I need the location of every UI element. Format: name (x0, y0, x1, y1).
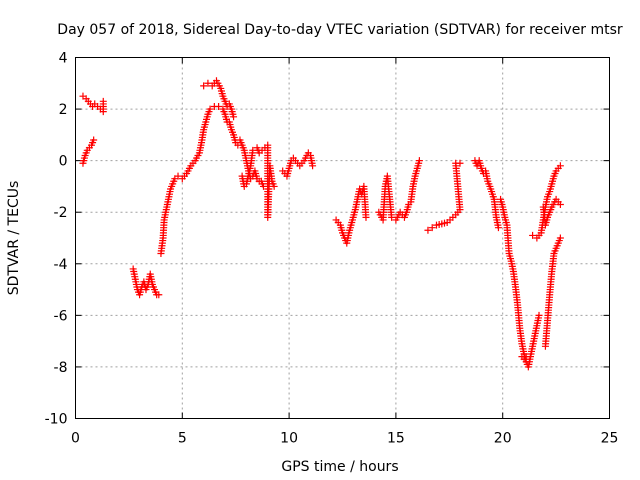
y-tick-label: 0 (59, 154, 68, 170)
data-point (522, 353, 530, 361)
plot-frame (75, 57, 610, 419)
data-point (230, 113, 238, 121)
grid-lines (75, 57, 610, 419)
x-tick-label: 15 (387, 431, 405, 447)
data-point (424, 226, 432, 234)
y-tick-label: -10 (45, 412, 68, 428)
data-points (79, 77, 564, 371)
data-point (535, 311, 543, 319)
data-point (362, 213, 370, 221)
data-point (200, 82, 208, 90)
data-point (206, 105, 214, 113)
data-point (556, 234, 564, 242)
data-point (204, 79, 212, 87)
x-tick-label: 0 (71, 431, 80, 447)
data-point (529, 231, 537, 239)
data-point (215, 102, 223, 110)
y-tick-label: -2 (54, 205, 68, 221)
data-point (90, 136, 98, 144)
data-point (309, 162, 317, 170)
data-point (270, 182, 278, 190)
data-point (174, 172, 182, 180)
chart-title: Day 057 of 2018, Sidereal Day-to-day VTE… (57, 22, 623, 38)
y-tick-label: 4 (59, 51, 68, 67)
x-tick-label: 20 (494, 431, 512, 447)
y-tick-label: -4 (54, 257, 68, 273)
data-point (415, 157, 423, 165)
x-axis-label: GPS time / hours (281, 459, 398, 475)
y-tick-label: -6 (54, 308, 68, 324)
data-point (556, 200, 564, 208)
data-point (556, 162, 564, 170)
data-point (428, 224, 436, 232)
data-point (494, 224, 502, 232)
y-axis-label: SDTVAR / TECUs (6, 181, 22, 296)
data-point (155, 291, 163, 299)
data-point (99, 97, 107, 105)
x-tick-label: 5 (178, 431, 187, 447)
x-tick-label: 10 (280, 431, 298, 447)
y-tick-label: 2 (59, 102, 68, 118)
data-point (456, 159, 464, 167)
y-tick-label: -8 (54, 360, 68, 376)
x-tick-label: 25 (601, 431, 619, 447)
